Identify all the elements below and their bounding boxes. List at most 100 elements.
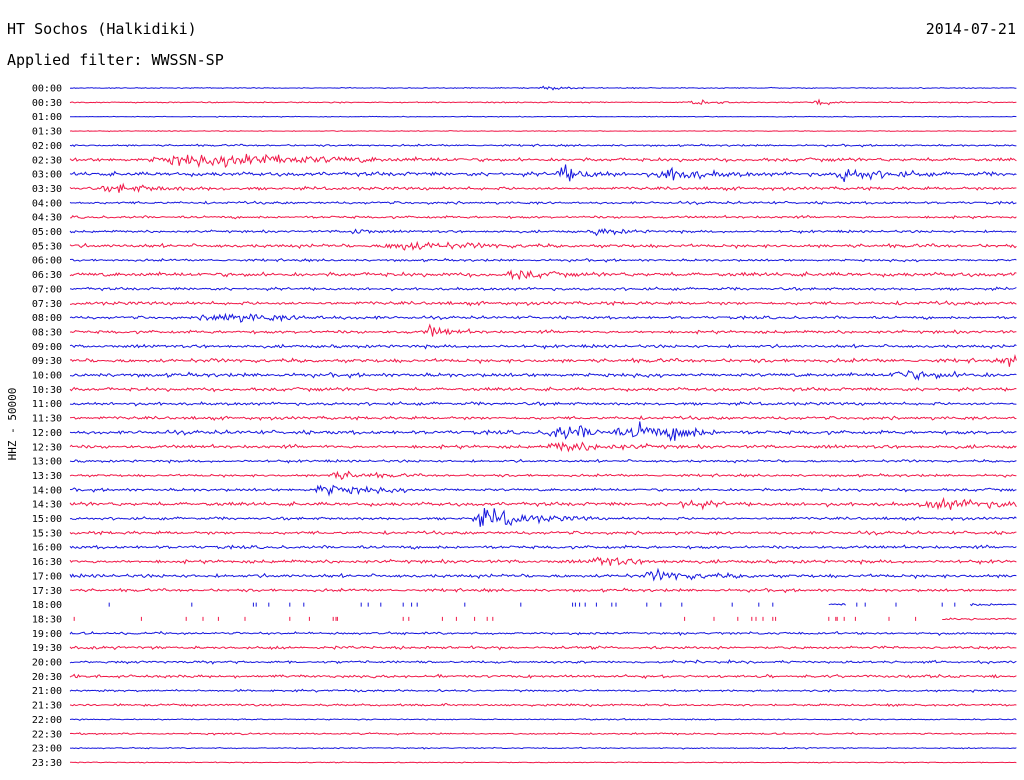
trace-11-30 <box>69 415 1017 422</box>
trace-19-30 <box>69 645 1017 651</box>
trace-20-00 <box>69 659 1017 665</box>
trace-21-00 <box>69 688 1017 693</box>
trace-09-30 <box>69 353 1017 367</box>
trace-14-30 <box>69 496 1017 511</box>
trace-18-00 <box>108 602 1017 607</box>
hour-label: 18:30 <box>32 614 62 625</box>
trace-10-30 <box>69 386 1017 393</box>
trace-12-30 <box>69 441 1017 453</box>
hour-label: 17:30 <box>32 586 62 597</box>
hour-label: 00:30 <box>32 98 62 109</box>
hour-label: 11:00 <box>32 399 62 410</box>
trace-07-30 <box>69 300 1017 307</box>
trace-15-00 <box>69 508 1017 527</box>
hour-label: 18:00 <box>32 600 62 611</box>
hour-label: 08:00 <box>32 313 62 324</box>
hour-label: 15:00 <box>32 514 62 525</box>
trace-05-00 <box>69 228 1017 237</box>
trace-group <box>69 85 1017 764</box>
hour-label: 03:00 <box>32 170 62 181</box>
hour-label: 06:00 <box>32 256 62 267</box>
trace-03-00 <box>69 164 1017 183</box>
trace-17-30 <box>69 587 1017 594</box>
trace-01-00 <box>69 115 1017 118</box>
hour-label: 07:00 <box>32 284 62 295</box>
hour-label: 05:00 <box>32 227 62 238</box>
hour-label: 20:00 <box>32 658 62 669</box>
hour-label: 12:30 <box>32 442 62 453</box>
trace-08-30 <box>69 323 1017 337</box>
trace-16-00 <box>69 544 1017 550</box>
hour-label: 13:30 <box>32 471 62 482</box>
hour-label: 22:30 <box>32 729 62 740</box>
hour-label: 11:30 <box>32 414 62 425</box>
trace-21-30 <box>69 703 1017 708</box>
hour-label: 06:30 <box>32 270 62 281</box>
hour-label: 20:30 <box>32 672 62 683</box>
hour-label: 14:00 <box>32 485 62 496</box>
trace-17-00 <box>69 567 1017 582</box>
hour-label: 02:30 <box>32 155 62 166</box>
hour-label: 09:00 <box>32 342 62 353</box>
trace-18-30 <box>73 616 1017 621</box>
trace-22-30 <box>69 731 1017 736</box>
hour-label: 22:00 <box>32 715 62 726</box>
date-label: 2014-07-21 <box>925 20 1016 38</box>
trace-13-00 <box>69 458 1017 464</box>
hour-label: 05:30 <box>32 241 62 252</box>
hour-label: 17:00 <box>32 571 62 582</box>
trace-15-30 <box>69 529 1017 536</box>
hour-label: 03:30 <box>32 184 62 195</box>
trace-09-00 <box>69 343 1017 350</box>
hour-label: 04:30 <box>32 213 62 224</box>
hour-label: 07:30 <box>32 299 62 310</box>
hour-label: 19:00 <box>32 629 62 640</box>
hour-label-group: 00:00 00:30 01:00 01:30 02:00 02:30 03:00 03:30… <box>32 84 62 769</box>
hour-label: 10:00 <box>32 371 62 382</box>
hour-label: 01:00 <box>32 112 62 123</box>
hour-label: 23:00 <box>32 744 62 755</box>
hour-label: 04:00 <box>32 198 62 209</box>
hour-label: 00:00 <box>32 84 62 95</box>
hour-label: 01:30 <box>32 127 62 138</box>
y-axis-label: HHZ - 50000 <box>6 388 19 461</box>
hour-label: 12:00 <box>32 428 62 439</box>
trace-07-00 <box>69 286 1017 292</box>
trace-02-30 <box>69 153 1017 168</box>
trace-04-30 <box>69 214 1017 220</box>
trace-19-00 <box>69 630 1017 637</box>
trace-13-30 <box>69 470 1017 480</box>
trace-08-00 <box>69 312 1017 323</box>
filter-label: Applied filter: WWSSN-SP <box>7 51 224 69</box>
trace-02-00 <box>69 143 1017 148</box>
trace-22-00 <box>69 718 1017 721</box>
hour-label: 21:30 <box>32 701 62 712</box>
trace-00-30 <box>69 98 1017 106</box>
hour-label: 10:30 <box>32 385 62 396</box>
hour-label: 14:30 <box>32 500 62 511</box>
hour-label: 09:30 <box>32 356 62 367</box>
hour-label: 02:00 <box>32 141 62 152</box>
trace-12-00 <box>69 421 1017 442</box>
trace-01-30 <box>69 130 1017 133</box>
hour-label: 15:30 <box>32 528 62 539</box>
hour-label: 16:00 <box>32 543 62 554</box>
trace-00-00 <box>69 85 1017 91</box>
hour-label: 16:30 <box>32 557 62 568</box>
station-title: HT Sochos (Halkidiki) <box>7 20 197 38</box>
trace-23-00 <box>69 746 1017 750</box>
trace-14-00 <box>69 484 1017 497</box>
trace-20-30 <box>69 673 1017 680</box>
hour-label: 19:30 <box>32 643 62 654</box>
trace-23-30 <box>70 761 1017 764</box>
trace-05-30 <box>69 240 1017 251</box>
hour-label: 08:30 <box>32 327 62 338</box>
trace-11-00 <box>69 401 1017 407</box>
trace-04-00 <box>69 200 1017 206</box>
trace-06-00 <box>69 257 1017 263</box>
trace-16-30 <box>69 556 1017 567</box>
trace-06-30 <box>69 269 1017 281</box>
hour-label: 21:00 <box>32 686 62 697</box>
trace-03-30 <box>69 182 1017 194</box>
